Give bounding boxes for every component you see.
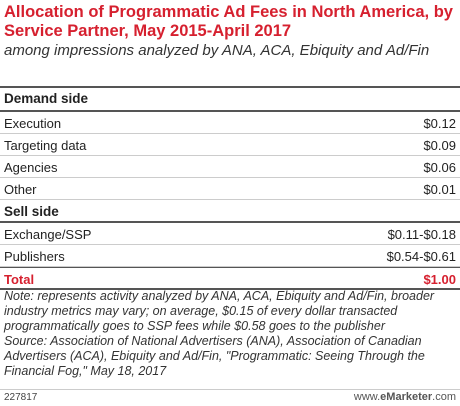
row-label: Agencies [4, 160, 58, 175]
total-rule [0, 267, 460, 268]
table-row: Publishers $0.54-$0.61 [0, 245, 460, 267]
total-label: Total [4, 272, 35, 287]
row-value: $0.12 [423, 116, 456, 131]
brand-logo: www.eMarketer.com [354, 391, 456, 403]
row-label: Publishers [4, 249, 65, 264]
chart-notes: Note: represents activity analyzed by AN… [4, 289, 456, 379]
row-label: Other [4, 182, 37, 197]
table-row: Targeting data $0.09 [0, 134, 460, 156]
row-label: Targeting data [4, 138, 87, 153]
total-value: $1.00 [423, 272, 456, 287]
row-value: $0.06 [423, 160, 456, 175]
row-value: $0.54-$0.61 [386, 249, 456, 264]
table-row: Execution $0.12 [0, 112, 460, 134]
table-row: Exchange/SSP $0.11-$0.18 [0, 223, 460, 245]
table-row: Other $0.01 [0, 178, 460, 200]
brand-suffix: .com [432, 391, 456, 403]
row-value: $0.11-$0.18 [387, 227, 456, 242]
section-rule-sell [0, 221, 460, 223]
brand-name: eMarketer [380, 391, 433, 403]
source-text: Source: Association of National Advertis… [4, 334, 425, 378]
section-header-sell: Sell side [4, 204, 59, 219]
table-top-rule [0, 86, 460, 88]
row-label: Execution [4, 116, 62, 131]
chart-subtitle: among impressions analyzed by ANA, ACA, … [4, 42, 430, 59]
chart-id: 227817 [4, 392, 38, 403]
chart-title: Allocation of Programmatic Ad Fees in No… [4, 3, 453, 40]
section-header-demand: Demand side [4, 91, 89, 106]
brand-prefix: www. [353, 391, 381, 403]
section-rule-demand [0, 110, 460, 112]
table-row: Agencies $0.06 [0, 156, 460, 178]
total-row: Total $1.00 [0, 268, 460, 290]
row-value: $0.09 [423, 138, 456, 153]
row-label: Exchange/SSP [4, 227, 92, 242]
footer-divider [0, 389, 460, 390]
note-text: Note: represents activity analyzed by AN… [4, 289, 435, 333]
row-value: $0.01 [423, 182, 456, 197]
